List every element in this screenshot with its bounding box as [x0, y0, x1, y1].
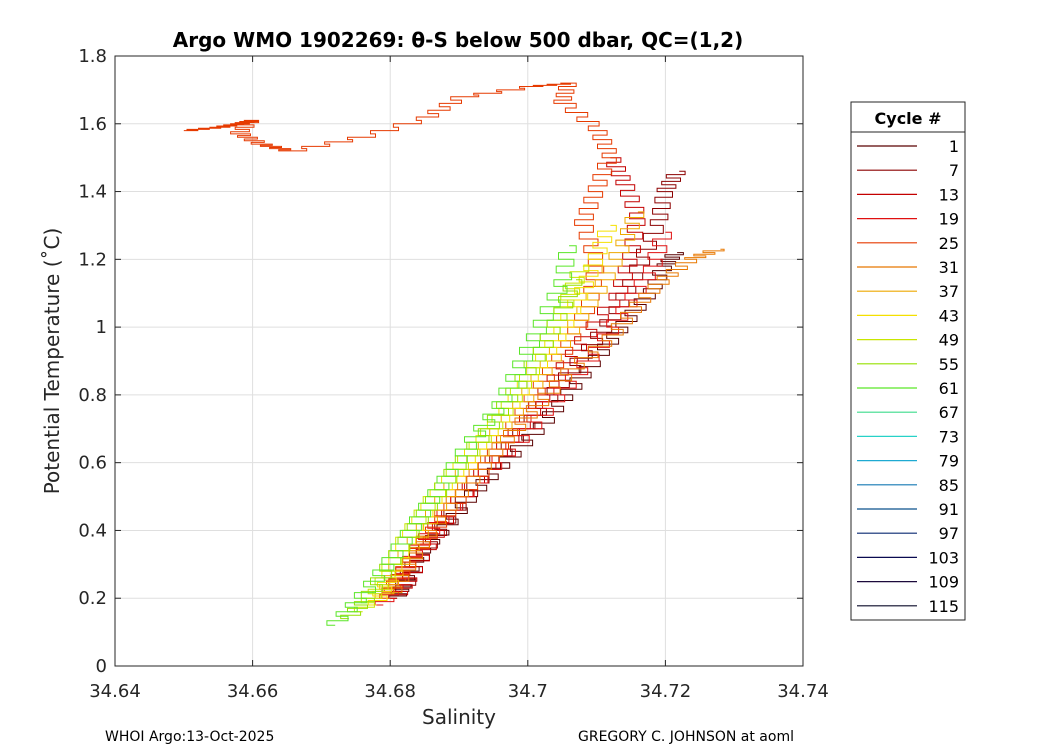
legend-label: 73 [939, 427, 959, 446]
y-tick-label: 0.2 [78, 588, 107, 609]
legend-label: 79 [939, 452, 959, 471]
y-tick-label: 1.6 [78, 114, 107, 135]
y-tick-label: 0.8 [78, 385, 107, 406]
legend-label: 1 [949, 137, 959, 156]
legend-label: 103 [928, 548, 959, 567]
legend-label: 97 [939, 524, 959, 543]
series-line-cycle-31 [381, 248, 725, 599]
legend-label: 31 [939, 258, 959, 277]
legend: Cycle # 1 7 13 19 25 31 37 43 49 55 61 67 73 79 85 91 97… [850, 101, 966, 621]
legend-label: 7 [949, 161, 959, 180]
legend-label: 91 [939, 500, 959, 519]
y-axis-label: Potential Temperature (˚C) [40, 228, 64, 495]
y-tick-label: 1 [96, 317, 107, 338]
x-tick-label: 34.66 [227, 681, 279, 702]
legend-label: 67 [939, 403, 959, 422]
y-tick-label: 0 [96, 656, 107, 677]
x-tick-label: 34.7 [508, 681, 548, 702]
y-tick-label: 1.4 [78, 182, 107, 203]
x-axis-label: Salinity [422, 705, 496, 729]
chart-title: Argo WMO 1902269: θ-S below 500 dbar, QC… [173, 28, 743, 52]
legend-label: 43 [939, 306, 959, 325]
x-tick-label: 34.72 [640, 681, 692, 702]
series-line-cycle-7 [395, 170, 686, 592]
legend-label: 13 [939, 185, 959, 204]
y-tick-label: 0.4 [78, 520, 107, 541]
y-ticks: 0 0.2 0.4 0.6 0.8 1 1.2 1.4 1.6 1.8 [78, 46, 803, 677]
legend-label: 37 [939, 282, 959, 301]
legend-label: 55 [939, 355, 959, 374]
legend-label: 61 [939, 379, 959, 398]
footer-left: WHOI Argo:13-Oct-2025 [105, 729, 274, 745]
x-ticks: 34.64 34.66 34.68 34.7 34.72 34.74 [89, 56, 829, 702]
y-tick-label: 1.2 [78, 249, 107, 270]
axes-box [114, 55, 804, 667]
y-tick-label: 0.6 [78, 453, 107, 474]
x-tick-label: 34.74 [777, 681, 829, 702]
plot-area: 34.64 34.66 34.68 34.7 34.72 34.74 0 0.2 0.4 0.6… [78, 46, 828, 702]
legend-label: 19 [939, 210, 959, 229]
series-layer [183, 82, 725, 626]
legend-label: 49 [939, 331, 959, 350]
x-tick-label: 34.68 [364, 681, 416, 702]
legend-label: 25 [939, 234, 959, 253]
x-tick-label: 34.64 [89, 681, 141, 702]
legend-label: 85 [939, 476, 959, 495]
legend-label: 115 [928, 597, 959, 616]
footer-right: GREGORY C. JOHNSON at aoml [578, 729, 794, 745]
series-line-cycle-61 [326, 245, 577, 626]
y-tick-label: 1.8 [78, 46, 107, 67]
legend-label: 109 [928, 573, 959, 592]
legend-title: Cycle # [875, 109, 942, 128]
